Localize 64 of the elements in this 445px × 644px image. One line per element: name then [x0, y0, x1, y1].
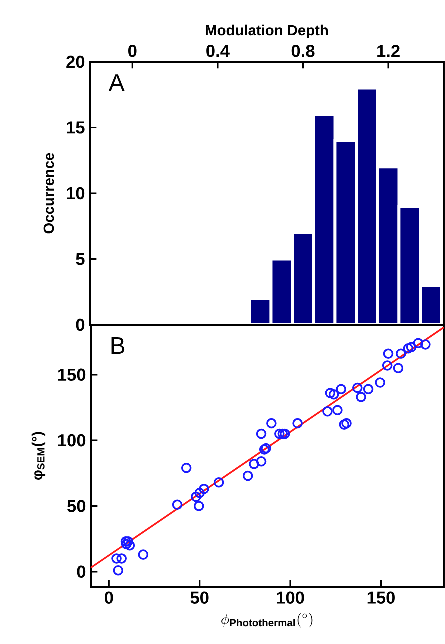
point	[194, 488, 205, 498]
point	[328, 389, 340, 400]
point	[194, 501, 204, 512]
point	[352, 382, 363, 394]
y-tick-label: 10	[67, 187, 85, 200]
point	[403, 344, 414, 354]
x-tick-label: 0.8	[292, 45, 315, 58]
point	[113, 565, 124, 576]
point	[363, 384, 374, 394]
point	[375, 378, 386, 388]
point	[292, 418, 303, 429]
x-tick-label: 50	[190, 592, 209, 604]
point	[339, 420, 350, 430]
point	[242, 470, 254, 482]
point	[274, 428, 285, 440]
point	[393, 363, 404, 374]
x-axis-title: $\phi_{\mathbf{Photothermal}}(^{\circ})$	[222, 613, 313, 628]
x-tick-label: 150	[368, 592, 395, 604]
point	[191, 492, 202, 502]
point	[249, 459, 260, 470]
point	[420, 340, 431, 350]
point	[266, 418, 277, 429]
point	[396, 348, 406, 360]
point	[336, 384, 346, 394]
point	[382, 360, 393, 371]
x-tick-label: 0	[128, 45, 137, 58]
y-tick-label: 0	[76, 318, 85, 332]
point	[256, 428, 267, 440]
y-tick-label: 20	[66, 56, 85, 68]
x-axis-title: Modulation Depth	[206, 24, 328, 39]
point	[413, 338, 424, 349]
point	[116, 554, 127, 564]
annotation: A	[108, 74, 125, 92]
x-tick-label: 100	[277, 592, 304, 604]
point	[214, 477, 224, 488]
point	[383, 348, 394, 360]
y-tick-label: 50	[68, 500, 86, 512]
x-tick-label: 0.4	[206, 45, 230, 58]
point	[121, 539, 132, 550]
y-tick-label: 5	[76, 253, 85, 266]
point	[325, 388, 336, 398]
point	[112, 554, 122, 564]
point	[256, 456, 267, 467]
x-tick-label: 0	[105, 592, 114, 604]
point	[342, 418, 352, 429]
point	[124, 540, 136, 551]
point	[406, 342, 417, 352]
x-tick-label: 1.2	[378, 45, 400, 58]
point	[199, 484, 210, 494]
point	[172, 500, 183, 510]
y-axis-title: φ$_{SEM}$(°)	[32, 432, 46, 480]
point	[123, 536, 134, 547]
point	[181, 463, 192, 474]
y-tick-label: 100	[58, 434, 86, 447]
point	[138, 550, 149, 560]
y-tick-label: 0	[77, 566, 86, 578]
y-tick-label: 150	[58, 368, 86, 382]
annotation: B	[112, 338, 125, 354]
y-axis-title: Occurrence	[44, 153, 54, 234]
point	[356, 392, 366, 402]
point	[332, 405, 343, 416]
y-tick-label: 15	[67, 122, 85, 134]
point	[120, 536, 132, 547]
point	[322, 406, 333, 417]
